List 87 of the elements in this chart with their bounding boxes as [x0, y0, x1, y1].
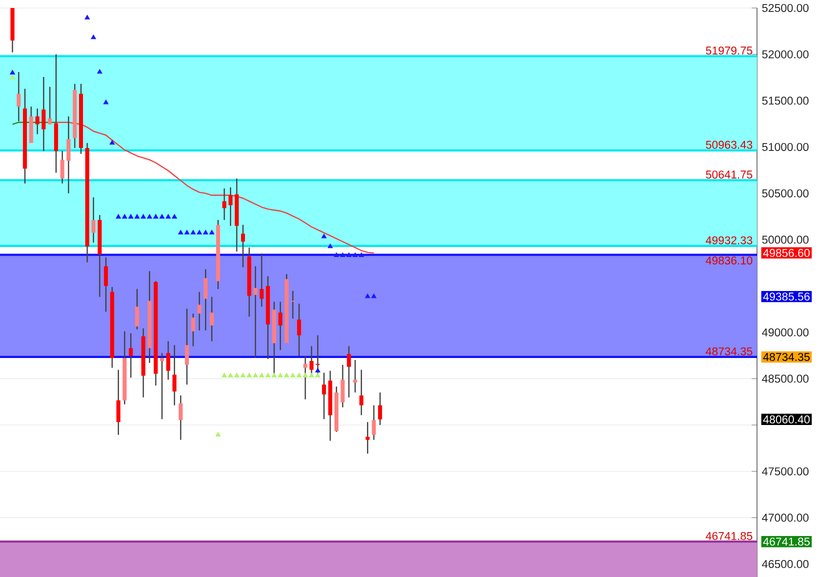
point: [340, 252, 346, 258]
point: [246, 372, 252, 378]
point: [215, 432, 221, 436]
point: [103, 100, 108, 104]
point: [334, 252, 340, 258]
point: [284, 372, 290, 378]
y-tick-label: 51500.00: [762, 96, 809, 105]
candlestick: [346, 346, 351, 398]
point: [315, 368, 320, 372]
candlestick: [260, 252, 264, 308]
candlestick: [353, 359, 358, 394]
candlestick: [128, 332, 133, 378]
point: [315, 372, 320, 378]
point: [252, 372, 258, 378]
point: [110, 140, 115, 145]
candlestick: [366, 421, 370, 454]
candlestick: [340, 364, 345, 408]
text: 49385.56: [763, 292, 810, 301]
candlestick: [116, 369, 120, 436]
candlestick: [210, 296, 214, 342]
y-tick-label: 48500.00: [762, 374, 809, 383]
candlestick: [35, 108, 40, 135]
candlestick: [310, 346, 314, 376]
candlestick: [253, 266, 258, 359]
candlestick: [278, 301, 282, 351]
y-tick-label: 47000.00: [762, 514, 809, 522]
point: [296, 372, 302, 378]
candlestick: [48, 86, 52, 125]
point: [90, 34, 96, 40]
candlestick: [60, 150, 64, 184]
point: [272, 372, 277, 378]
y-tick-label: 50500.00: [762, 189, 809, 198]
y-tick-label: 46500.00: [762, 560, 809, 568]
candlestick: [66, 116, 71, 194]
point: [240, 372, 246, 378]
candlestick: [160, 352, 164, 420]
point: [346, 252, 352, 258]
text: 48734.35: [763, 352, 810, 361]
ref-line-label: 48734.35: [706, 347, 752, 356]
point: [222, 372, 227, 378]
point: [234, 372, 240, 378]
candlestick: [184, 308, 189, 386]
y-tick-label: 49000.00: [762, 328, 809, 336]
candlestick: [204, 268, 208, 331]
candlestick: [378, 392, 382, 426]
ref-line-label: 49836.10: [706, 256, 752, 264]
point: [358, 252, 364, 258]
point: [84, 14, 90, 20]
ref-line-label: 50641.75: [706, 170, 752, 179]
point: [365, 294, 370, 298]
candlestick: [135, 288, 140, 330]
point: [352, 252, 358, 258]
candlestick: [290, 290, 295, 320]
point: [10, 75, 16, 80]
point: [371, 294, 376, 298]
candlestick: [197, 291, 202, 331]
text: 49856.60: [763, 248, 810, 257]
y-tick-label: 52000.00: [762, 50, 809, 58]
candlestick: [191, 313, 196, 347]
candlestick: [104, 256, 108, 312]
candlestick: [322, 372, 326, 420]
y-tick-label: 51000.00: [762, 142, 809, 151]
candlestick: [166, 340, 170, 380]
text: 46741.85: [763, 538, 810, 546]
candlestick: [359, 369, 364, 416]
point: [278, 372, 283, 378]
y-tick-label: 50000.00: [762, 236, 809, 244]
point: [259, 372, 264, 378]
y-tick-label: 52500.00: [762, 4, 809, 12]
point: [290, 372, 296, 378]
ref-line-label: 46741.85: [706, 532, 752, 540]
text: 48060.40: [763, 415, 810, 424]
candlestick: [42, 76, 46, 152]
candlestick: [16, 71, 21, 122]
candlestick: [297, 303, 302, 357]
ref-line-label: 51979.75: [706, 46, 752, 55]
point: [10, 70, 16, 74]
candlestick: [178, 394, 183, 440]
point: [302, 372, 308, 378]
ref-line-label: 50963.43: [706, 140, 752, 149]
y-tick-label: 47500.00: [762, 467, 809, 476]
point: [308, 372, 314, 378]
point: [97, 69, 102, 74]
candlestick: [172, 344, 176, 406]
point: [265, 372, 270, 378]
point: [228, 372, 234, 378]
candlestick: [372, 404, 376, 440]
